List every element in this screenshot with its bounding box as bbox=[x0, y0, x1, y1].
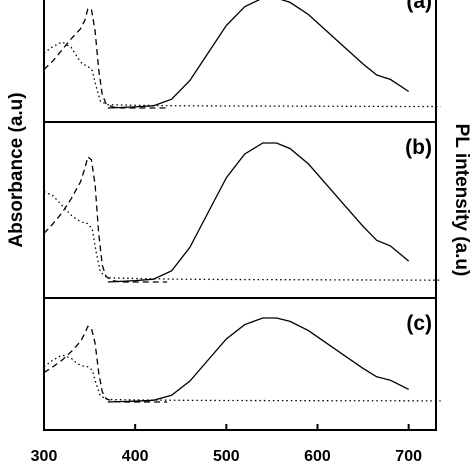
x-tick-label: 400 bbox=[122, 448, 149, 465]
x-tick-label: 700 bbox=[395, 448, 422, 465]
series-dashed-line bbox=[43, 155, 168, 283]
x-tick-label: 500 bbox=[213, 448, 240, 465]
panel-2: (c) bbox=[43, 297, 441, 431]
series-dotted-line bbox=[43, 191, 441, 281]
y-axis-label-left: Absorbance (a.u) bbox=[6, 92, 27, 247]
series-dashed-line bbox=[43, 325, 168, 403]
x-tick-label: 600 bbox=[304, 448, 331, 465]
series-solid-line bbox=[107, 142, 410, 283]
panel-label: (a) bbox=[406, 0, 432, 13]
x-tick-label: 300 bbox=[31, 448, 58, 465]
panel-frame bbox=[43, 297, 437, 431]
panel-label: (b) bbox=[405, 136, 432, 159]
panel-label: (c) bbox=[406, 312, 432, 335]
series-solid-line bbox=[107, 0, 410, 109]
panel-1: (b) bbox=[43, 121, 441, 299]
series-dotted-line bbox=[43, 354, 441, 402]
panel-0: (a) bbox=[43, 0, 441, 123]
x-axis: 300 400 500 600 700 bbox=[31, 424, 422, 465]
panels-group: (a) (b) (c) bbox=[43, 0, 441, 431]
series-solid-line bbox=[107, 317, 409, 403]
panel-frame bbox=[43, 121, 437, 299]
y-axis-label-right: PL intensity (a.u) bbox=[451, 124, 472, 277]
series-dotted-line bbox=[43, 41, 441, 108]
series-dashed-line bbox=[43, 8, 168, 109]
panel-frame bbox=[43, 0, 437, 123]
